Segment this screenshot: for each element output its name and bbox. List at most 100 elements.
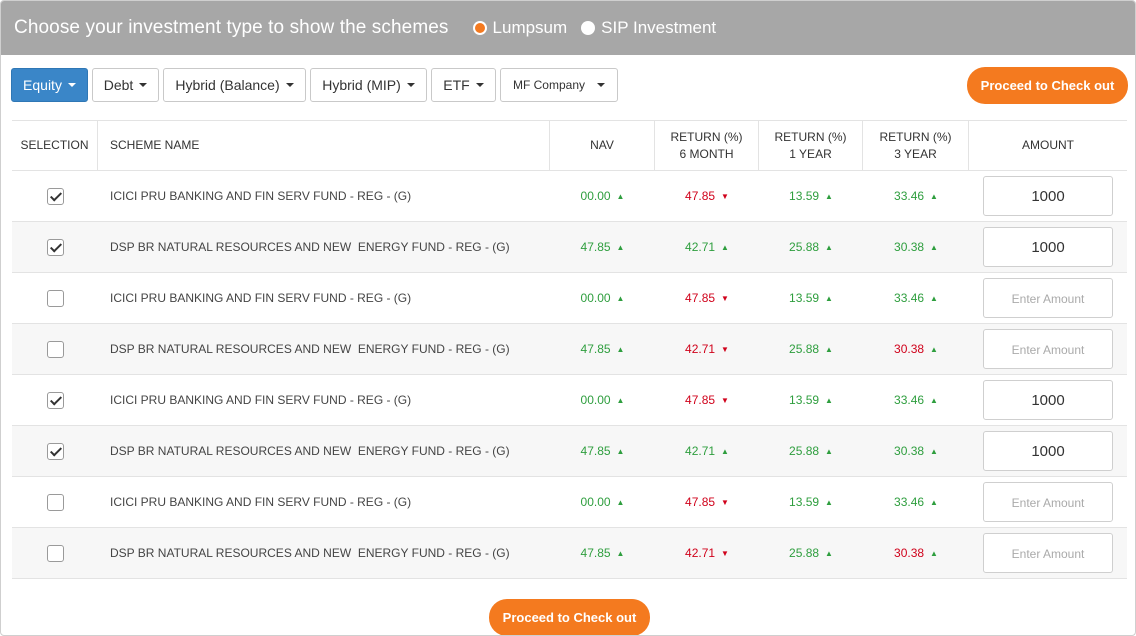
value-r3: 33.46 ▲	[894, 291, 938, 305]
filter-label: Hybrid (MIP)	[322, 77, 401, 93]
header-line: 3 YEAR	[894, 146, 937, 161]
value-text: 33.46	[894, 291, 925, 305]
triangle-up-icon: ▲	[825, 242, 833, 252]
radio-sip-investment[interactable]: SIP Investment	[581, 18, 716, 38]
value-text: 47.85	[580, 342, 611, 356]
filter-mf-company-dropdown[interactable]: MF Company	[500, 68, 618, 102]
amount-input[interactable]	[983, 329, 1113, 369]
schemes-table: SELECTION SCHEME NAME NAV RETURN (%) 6 M…	[12, 120, 1127, 579]
row-checkbox[interactable]	[46, 442, 64, 460]
cell-nav: 47.85 ▲	[550, 528, 655, 578]
cell-r3: 30.38 ▲	[863, 222, 969, 272]
cell-amount	[969, 477, 1127, 527]
filter-equity-dropdown[interactable]: Equity	[11, 68, 88, 102]
row-checkbox[interactable]	[46, 289, 64, 307]
cell-nav: 00.00 ▲	[550, 375, 655, 425]
cell-nav: 47.85 ▲	[550, 222, 655, 272]
row-checkbox[interactable]	[46, 340, 64, 358]
caret-down-icon	[285, 83, 294, 87]
triangle-up-icon: ▲	[930, 446, 938, 456]
cell-r3: 33.46 ▲	[863, 171, 969, 221]
cell-r3: 30.38 ▲	[863, 324, 969, 374]
header-amount: AMOUNT	[1022, 138, 1074, 152]
triangle-up-icon: ▲	[930, 548, 938, 558]
row-checkbox[interactable]	[46, 187, 64, 205]
value-text: 25.88	[789, 342, 820, 356]
amount-input[interactable]	[983, 431, 1113, 471]
value-text: 47.85	[580, 240, 611, 254]
value-text: 30.38	[894, 546, 925, 560]
radio-lumpsum[interactable]: Lumpsum	[472, 18, 568, 38]
triangle-up-icon: ▲	[616, 548, 625, 558]
value-text: 33.46	[894, 393, 925, 407]
triangle-up-icon: ▲	[825, 293, 833, 303]
filter-etf-dropdown[interactable]: ETF	[431, 68, 496, 102]
triangle-up-icon: ▲	[930, 344, 938, 354]
value-r1: 25.88 ▲	[789, 546, 833, 560]
scheme-name: ICICI PRU BANKING AND FIN SERV FUND - RE…	[110, 495, 412, 509]
value-nav: 47.85 ▲	[581, 342, 625, 356]
radio-label-lumpsum: Lumpsum	[492, 18, 568, 37]
triangle-up-icon: ▲	[616, 191, 625, 201]
value-r3: 30.38 ▲	[894, 240, 938, 254]
cell-r1: 25.88 ▲	[759, 324, 863, 374]
value-nav: 00.00 ▲	[581, 495, 625, 509]
triangle-up-icon: ▲	[825, 191, 833, 201]
radio-unselected-icon[interactable]	[581, 21, 596, 35]
triangle-up-icon: ▲	[825, 497, 833, 507]
cell-nav: 47.85 ▲	[550, 426, 655, 476]
cell-nav: 47.85 ▲	[550, 324, 655, 374]
amount-input[interactable]	[983, 482, 1113, 522]
row-checkbox[interactable]	[46, 544, 64, 562]
table-row: DSP BR NATURAL RESOURCES AND NEW ENERGY …	[12, 324, 1127, 375]
value-r1: 25.88 ▲	[789, 342, 833, 356]
value-text: 00.00	[580, 495, 611, 509]
cell-nav: 00.00 ▲	[550, 273, 655, 323]
scheme-name: DSP BR NATURAL RESOURCES AND NEW ENERGY …	[110, 342, 510, 356]
triangle-down-icon: ▼	[721, 344, 729, 354]
value-text: 33.46	[894, 495, 925, 509]
value-text: 13.59	[789, 495, 820, 509]
triangle-up-icon: ▲	[825, 548, 833, 558]
triangle-up-icon: ▲	[930, 497, 938, 507]
cell-r6: 42.71 ▲	[655, 222, 759, 272]
amount-input[interactable]	[983, 278, 1113, 318]
value-text: 42.71	[685, 342, 716, 356]
cell-amount	[969, 171, 1127, 221]
row-checkbox[interactable]	[46, 493, 64, 511]
value-r6: 42.71 ▼	[685, 546, 729, 560]
proceed-checkout-button-bottom[interactable]: Proceed to Check out	[489, 599, 650, 635]
value-nav: 00.00 ▲	[581, 291, 625, 305]
amount-input[interactable]	[983, 227, 1113, 267]
filter-label: Hybrid (Balance)	[175, 77, 280, 93]
value-text: 47.85	[685, 189, 716, 203]
filter-hybrid-balance-dropdown[interactable]: Hybrid (Balance)	[163, 68, 306, 102]
triangle-up-icon: ▲	[930, 395, 938, 405]
amount-input[interactable]	[983, 533, 1113, 573]
radio-selected-icon[interactable]	[472, 21, 487, 35]
filter-hybrid-mip-dropdown[interactable]: Hybrid (MIP)	[310, 68, 427, 102]
triangle-up-icon: ▲	[616, 344, 625, 354]
table-row: ICICI PRU BANKING AND FIN SERV FUND - RE…	[12, 273, 1127, 324]
triangle-up-icon: ▲	[930, 293, 938, 303]
cell-r3: 33.46 ▲	[863, 273, 969, 323]
value-r1: 25.88 ▲	[789, 240, 833, 254]
cell-r1: 25.88 ▲	[759, 426, 863, 476]
amount-input[interactable]	[983, 176, 1113, 216]
filter-debt-dropdown[interactable]: Debt	[92, 68, 159, 102]
table-row: DSP BR NATURAL RESOURCES AND NEW ENERGY …	[12, 426, 1127, 477]
value-text: 25.88	[789, 546, 820, 560]
cell-amount	[969, 222, 1127, 272]
cell-r3: 33.46 ▲	[863, 375, 969, 425]
amount-input[interactable]	[983, 380, 1113, 420]
value-text: 13.59	[789, 393, 820, 407]
table-header: SELECTION SCHEME NAME NAV RETURN (%) 6 M…	[12, 120, 1127, 171]
row-checkbox[interactable]	[46, 238, 64, 256]
caret-down-icon	[597, 83, 606, 87]
row-checkbox[interactable]	[46, 391, 64, 409]
value-r3: 33.46 ▲	[894, 393, 938, 407]
triangle-down-icon: ▼	[721, 191, 729, 201]
value-text: 25.88	[789, 240, 820, 254]
proceed-checkout-button-top[interactable]: Proceed to Check out	[967, 67, 1128, 104]
